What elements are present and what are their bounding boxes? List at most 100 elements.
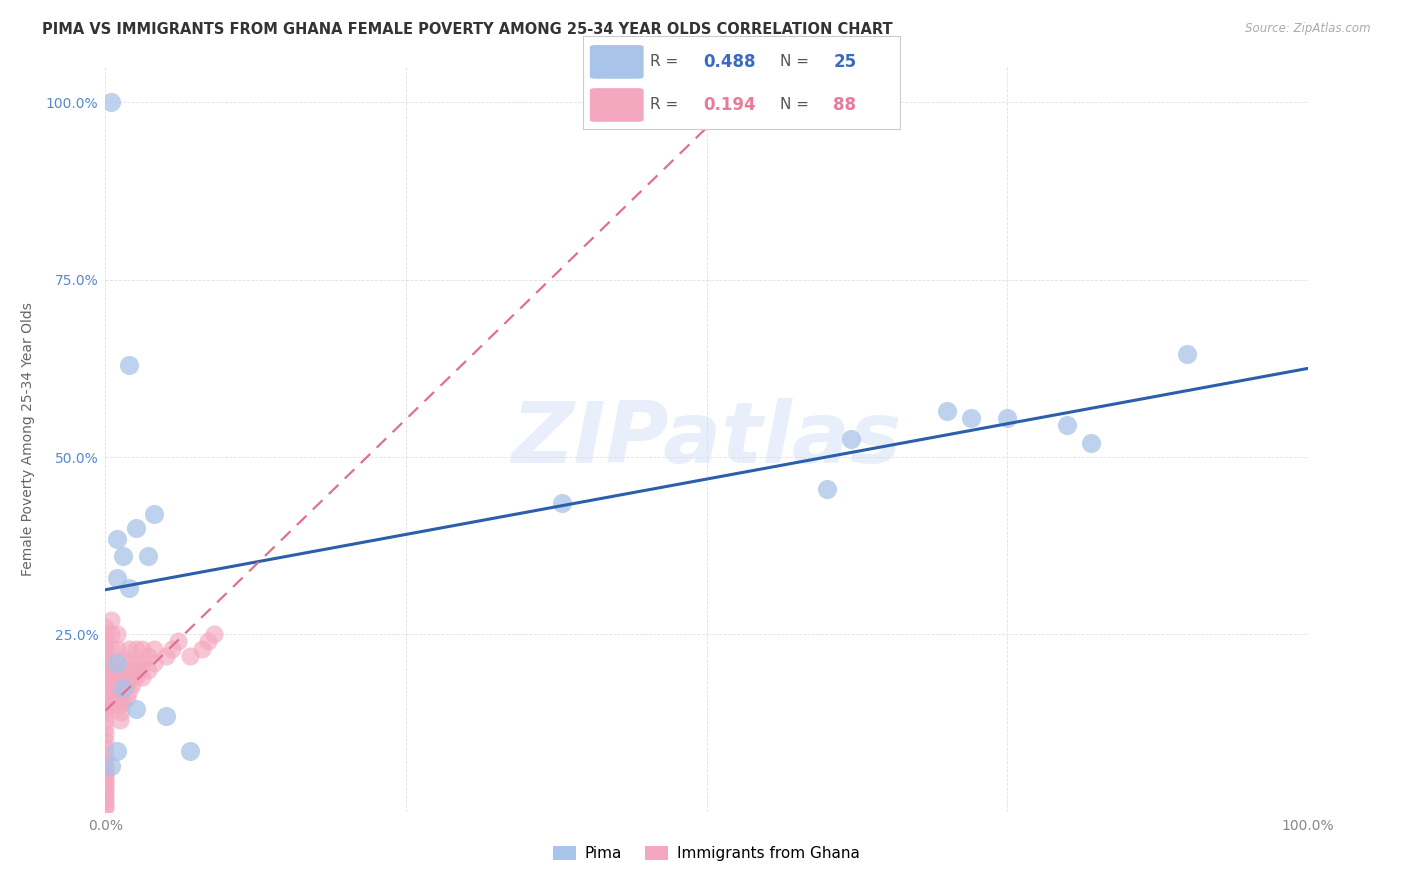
Point [94,656,117,670]
Y-axis label: Female Poverty Among 25-34 Year Olds: Female Poverty Among 25-34 Year Olds [21,302,35,576]
Point [100,758,122,772]
Point [94,797,117,812]
Point [103,691,125,706]
Point [179,648,201,663]
Point [100,95,122,110]
Point [118,670,141,684]
Point [104,684,127,698]
Point [142,641,165,656]
Point [94,769,117,783]
Text: 0.488: 0.488 [704,53,756,70]
Point [94,794,117,808]
Point [960,411,983,425]
Point [110,706,132,720]
Point [100,670,122,684]
Point [105,677,128,691]
Point [94,776,117,790]
Point [94,684,117,698]
Point [100,613,122,627]
Point [112,681,135,695]
Point [107,532,129,546]
Point [155,648,177,663]
Point [115,691,138,706]
Point [108,684,131,698]
Point [131,656,153,670]
Point [115,677,138,691]
Point [100,627,122,641]
Point [118,582,141,596]
Point [839,433,862,447]
Point [136,549,159,564]
Text: Source: ZipAtlas.com: Source: ZipAtlas.com [1246,22,1371,36]
Text: 88: 88 [834,96,856,114]
Text: N =: N = [779,97,808,112]
Point [124,656,146,670]
Point [1056,418,1078,433]
FancyBboxPatch shape [591,45,644,78]
Legend: Pima, Immigrants from Ghana: Pima, Immigrants from Ghana [547,839,866,867]
Text: ZIPatlas: ZIPatlas [512,398,901,481]
Point [112,549,135,564]
Point [103,663,125,677]
Point [107,656,129,670]
Point [155,709,177,723]
Point [166,634,188,648]
Point [197,634,219,648]
Point [94,670,117,684]
Point [100,641,122,656]
Point [94,787,117,801]
Point [112,681,135,695]
Point [136,648,159,663]
Point [112,695,135,709]
Point [94,627,117,641]
Text: PIMA VS IMMIGRANTS FROM GHANA FEMALE POVERTY AMONG 25-34 YEAR OLDS CORRELATION C: PIMA VS IMMIGRANTS FROM GHANA FEMALE POV… [42,22,893,37]
Point [94,648,117,663]
Point [815,482,838,496]
Point [94,747,117,762]
Point [121,677,143,691]
Point [94,755,117,769]
Point [104,670,127,684]
Point [94,740,117,755]
Text: R =: R = [650,97,678,112]
Point [190,641,212,656]
Point [118,656,141,670]
Point [118,358,141,372]
Point [94,801,117,815]
Point [94,677,117,691]
Point [94,733,117,747]
Text: R =: R = [650,54,678,70]
Point [110,691,132,706]
Point [94,720,117,734]
Point [179,744,201,758]
Point [142,656,165,670]
Point [124,670,146,684]
Point [936,404,959,418]
Point [94,641,117,656]
Point [131,641,153,656]
Text: N =: N = [779,54,808,70]
Point [118,641,141,656]
Point [94,758,117,772]
Point [107,744,129,758]
Point [136,663,159,677]
Point [160,641,183,656]
Point [94,783,117,797]
Point [107,627,129,641]
Point [107,571,129,585]
Point [94,691,117,706]
Point [108,698,131,713]
Point [142,507,165,521]
Text: 25: 25 [834,53,856,70]
Point [551,496,574,510]
Point [94,713,117,727]
Point [131,670,153,684]
Point [202,627,225,641]
Point [94,706,117,720]
Point [94,780,117,794]
Point [124,521,146,535]
Point [94,727,117,741]
Point [94,765,117,780]
Point [112,666,135,681]
Point [118,684,141,698]
